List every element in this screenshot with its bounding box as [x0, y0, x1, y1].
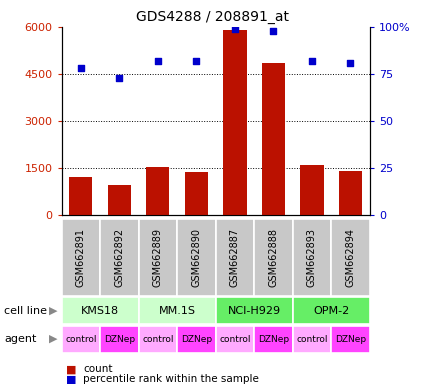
Text: GSM662891: GSM662891	[76, 228, 86, 287]
Text: count: count	[83, 364, 112, 374]
Bar	[293, 326, 331, 353]
Bar	[146, 167, 170, 215]
Bar	[300, 166, 323, 215]
Bar	[62, 219, 100, 296]
Bar	[69, 177, 92, 215]
Text: DZNep: DZNep	[104, 334, 135, 344]
Text: control: control	[296, 334, 328, 344]
Text: cell line: cell line	[4, 306, 47, 316]
Point	[193, 58, 200, 64]
Point	[309, 58, 315, 64]
Bar	[185, 172, 208, 215]
Point	[155, 58, 162, 64]
Text: OPM-2: OPM-2	[313, 306, 349, 316]
Bar	[331, 326, 370, 353]
Text: control: control	[142, 334, 174, 344]
Text: GSM662894: GSM662894	[346, 228, 355, 287]
Text: KMS18: KMS18	[81, 306, 119, 316]
Bar	[254, 219, 293, 296]
Text: control: control	[219, 334, 251, 344]
Text: DZNep: DZNep	[181, 334, 212, 344]
Point	[232, 26, 238, 32]
Bar	[254, 326, 293, 353]
Text: MM.1S: MM.1S	[159, 306, 196, 316]
Point	[77, 65, 84, 71]
Text: ■: ■	[66, 364, 76, 374]
Bar	[293, 297, 370, 324]
Text: GSM662887: GSM662887	[230, 228, 240, 287]
Bar	[224, 30, 246, 215]
Bar	[139, 297, 215, 324]
Point	[270, 28, 277, 34]
Bar	[215, 297, 293, 324]
Text: ■: ■	[66, 374, 76, 384]
Bar	[100, 326, 139, 353]
Text: DZNep: DZNep	[335, 334, 366, 344]
Text: GSM662888: GSM662888	[269, 228, 278, 287]
Text: control: control	[65, 334, 96, 344]
Text: GSM662893: GSM662893	[307, 228, 317, 287]
Bar	[100, 219, 139, 296]
Bar	[62, 297, 139, 324]
Text: DZNep: DZNep	[258, 334, 289, 344]
Point	[116, 74, 123, 81]
Bar	[262, 63, 285, 215]
Bar	[293, 219, 331, 296]
Bar	[177, 326, 215, 353]
Text: GSM662889: GSM662889	[153, 228, 163, 287]
Bar	[177, 219, 215, 296]
Text: agent: agent	[4, 334, 37, 344]
Bar	[108, 185, 131, 215]
Bar	[215, 219, 254, 296]
Bar	[215, 326, 254, 353]
Point	[347, 60, 354, 66]
Text: GSM662892: GSM662892	[114, 228, 125, 287]
Text: NCI-H929: NCI-H929	[228, 306, 281, 316]
Bar	[331, 219, 370, 296]
Bar	[62, 326, 100, 353]
Text: percentile rank within the sample: percentile rank within the sample	[83, 374, 259, 384]
Text: ▶: ▶	[49, 306, 57, 316]
Bar	[339, 171, 362, 215]
Bar	[139, 219, 177, 296]
Bar	[139, 326, 177, 353]
Text: ▶: ▶	[49, 334, 57, 344]
Text: GSM662890: GSM662890	[191, 228, 201, 287]
Text: GDS4288 / 208891_at: GDS4288 / 208891_at	[136, 10, 289, 23]
